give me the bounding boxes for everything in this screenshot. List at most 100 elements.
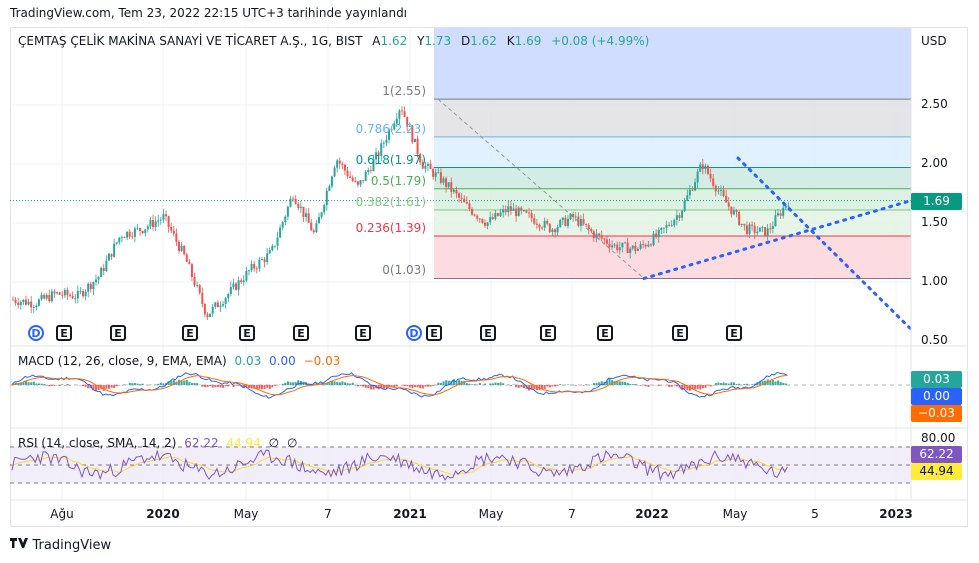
candle-body [66,289,69,296]
candle-body [141,230,144,234]
candle-body [587,225,590,230]
macd-hist-bar [203,385,206,388]
macd-hist-bar [618,381,621,385]
candle-body [489,217,492,223]
candle-body [398,110,401,119]
event-marker-e[interactable]: E [182,325,198,341]
macd-hist-bar [598,382,601,385]
event-marker-e[interactable]: E [293,325,309,341]
candle-body [660,228,663,230]
macd-hist-bar [499,382,502,385]
macd-hist-bar [673,385,676,386]
candle-body [403,111,406,117]
event-marker-d[interactable]: D [28,325,44,341]
candle-body [82,290,85,297]
event-marker-e[interactable]: E [540,325,556,341]
candle-body [310,222,313,231]
macd-hist-bar [136,383,139,385]
event-marker-e[interactable]: E [726,325,742,341]
candle-body [704,165,707,170]
candle-body [595,233,598,239]
macd-hist-bar [585,384,588,385]
candle-body [577,216,580,226]
macd-hist-bar [403,385,406,387]
candle-body [764,227,767,237]
price-tick: 2.50 [921,97,948,111]
macd-hist-bar [634,384,637,385]
candle-body [349,176,352,178]
macd-hist-bar [774,381,777,385]
event-marker-e[interactable]: E [672,325,688,341]
candle-body [74,298,77,300]
candle-body [670,225,673,227]
price-tick: 2.00 [921,156,948,170]
macd-hist-bar [517,385,520,388]
macd-hist-bar [704,385,707,388]
candle-body [424,165,427,169]
macd-hist-bar [50,385,53,386]
candle-body [413,138,416,143]
macd-hist-bar [188,381,191,385]
candle-body [377,152,380,156]
tradingview-logo[interactable]: TradingView [10,538,111,553]
candle-body [603,238,606,240]
candle-body [292,198,295,200]
candle-body [426,163,429,166]
candle-body [644,244,647,247]
macd-line-value: 0.00 [269,354,296,368]
candle-body [320,212,323,217]
macd-hist-bar [771,380,774,385]
low-value: 1.62 [470,34,497,48]
candle-body [642,244,645,245]
event-marker-e[interactable]: E [110,325,126,341]
macd-hist-bar [388,385,391,387]
macd-hist-bar [452,379,455,385]
candle-body [89,283,92,290]
candle-body [120,237,123,239]
event-marker-e[interactable]: E [239,325,255,341]
macd-hist-bar [271,385,274,388]
candle-body [94,279,97,283]
candle-body [647,244,650,247]
candle-body [543,220,546,228]
event-marker-e[interactable]: E [597,325,613,341]
event-marker-e[interactable]: E [355,325,371,341]
macd-hist-bar [439,382,442,385]
event-marker-e[interactable]: E [480,325,496,341]
candle-body [725,195,728,203]
candle-body [548,223,551,232]
candle-body [590,229,593,232]
candle-body [738,211,741,225]
macd-hist-bar [631,384,634,385]
candle-body [460,197,463,199]
candle-body [325,190,328,206]
event-marker-e[interactable]: E [56,325,72,341]
candle-body [284,216,287,223]
macd-hist-bar [159,382,162,385]
rsi-title: RSI (14, close, SMA, 14, 2) [18,436,177,450]
candle-body [421,162,424,169]
macd-hist-bar [520,385,523,388]
event-marker-d[interactable]: D [406,325,422,341]
candle-body [30,301,33,308]
candle-body [356,181,359,185]
candle-body [496,213,499,216]
candle-body [385,139,388,143]
macd-hist-bar [330,381,334,385]
macd-hist-bar [328,381,331,385]
event-marker-e[interactable]: E [426,325,442,341]
macd-hist-bar [683,385,686,389]
macd-hist-bar [48,385,51,387]
macd-hist-bar [362,385,365,387]
candle-body [154,221,157,228]
macd-hist-bar [356,385,360,387]
candle-body [502,209,505,213]
macd-hist-bar [349,383,352,385]
macd-hist-bar [413,385,417,388]
candle-body [56,292,59,294]
time-axis-label: 2020 [146,507,180,521]
macd-hist-bar [141,383,144,385]
macd-hist-bar [289,382,292,385]
candle-body [411,125,414,143]
